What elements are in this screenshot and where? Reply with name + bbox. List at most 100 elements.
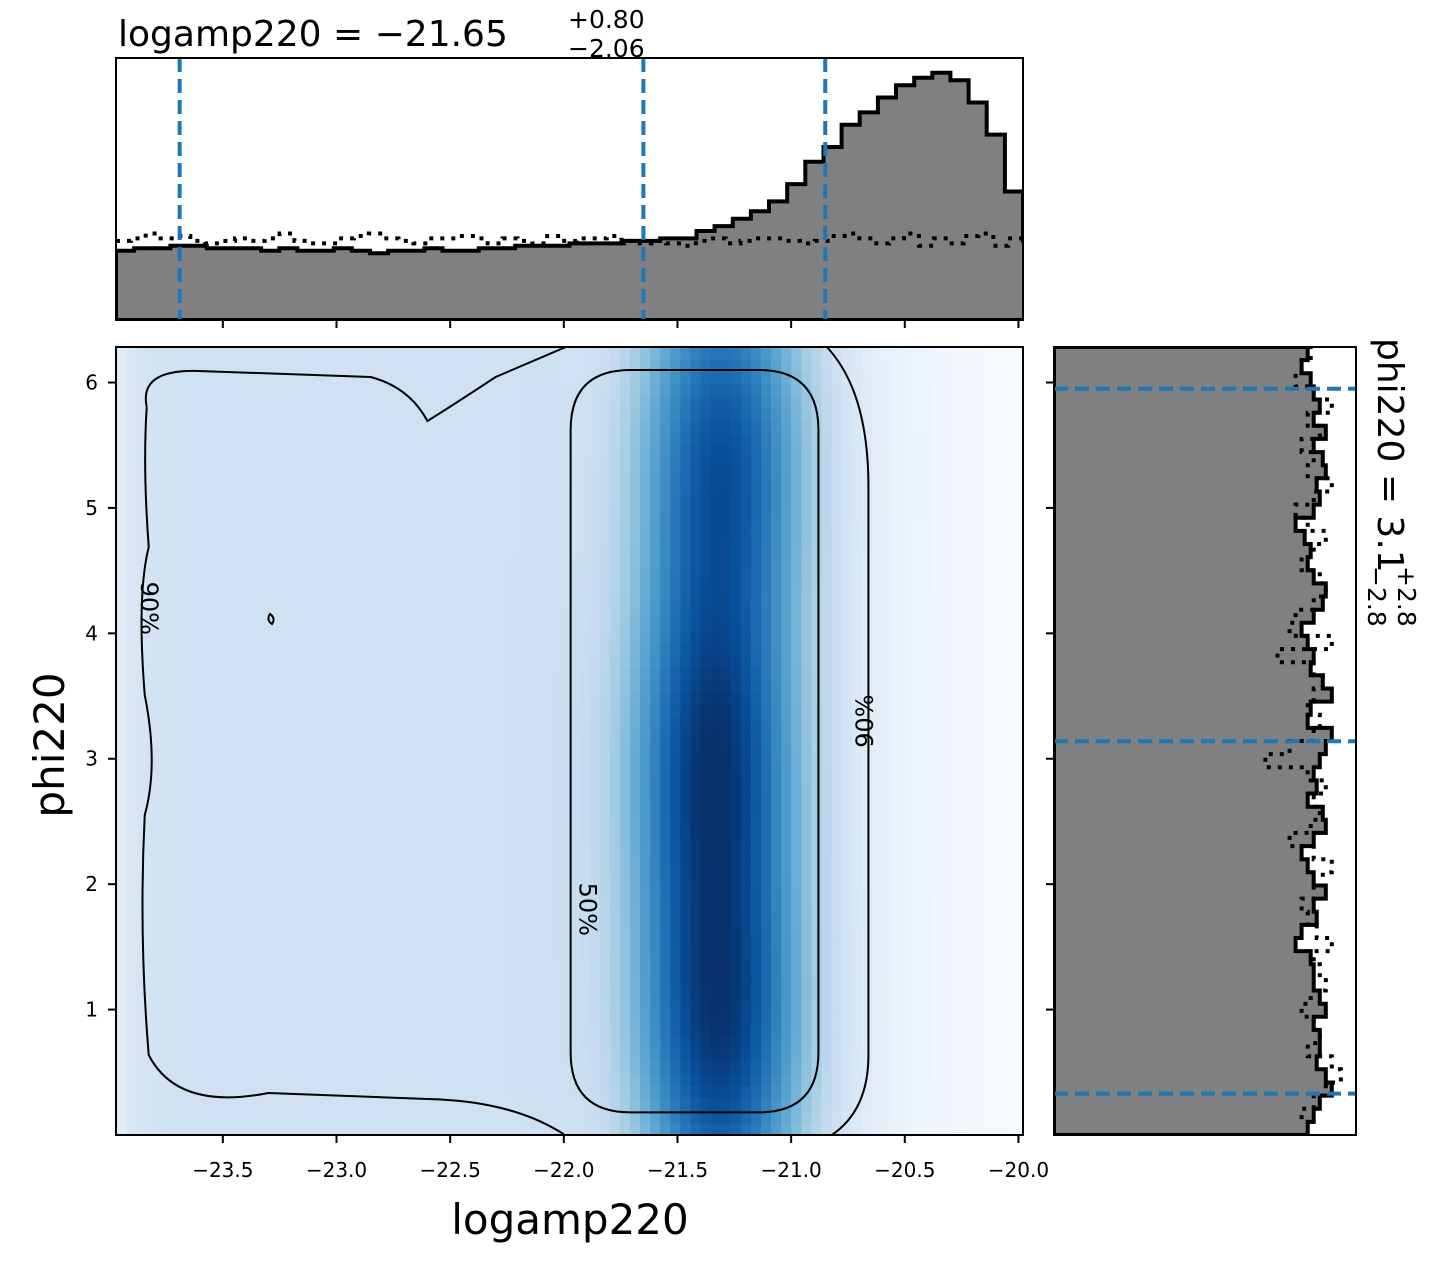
heatmap-cell [277,642,288,656]
heatmap-cell [347,445,359,459]
heatmap-cell [569,544,581,557]
heatmap-cell [398,347,409,360]
heatmap-cell [861,667,873,681]
heatmap-cell [650,802,661,816]
heatmap-cell [287,974,298,988]
heatmap-cell [146,1085,157,1099]
heatmap-cell [891,827,903,841]
heatmap-cell [640,839,651,853]
heatmap-cell [216,420,228,434]
heatmap-cell [126,691,137,705]
heatmap-cell [216,864,228,878]
heatmap-cell [720,839,732,853]
heatmap-cell [619,605,631,619]
heatmap-cell [458,470,470,484]
heatmap-cell [660,667,671,681]
heatmap-cell [186,802,198,816]
heatmap-cell [498,1098,510,1111]
heatmap-cell [196,1085,208,1099]
heatmap-cell [589,679,601,693]
heatmap-cell [186,1073,198,1087]
heatmap-cell [559,987,571,1001]
heatmap-cell [257,1122,268,1135]
heatmap-cell [488,359,500,373]
heatmap-cell [609,950,621,964]
heatmap-cell [690,642,702,656]
heatmap-cell [710,396,722,410]
heatmap-cell [650,876,661,890]
heatmap-cell [831,679,843,693]
heatmap-cell [398,802,409,816]
heatmap-cell [801,359,812,373]
heatmap-cell [156,408,167,422]
heatmap-cell [448,347,460,360]
heatmap-cell [529,420,540,434]
heatmap-cell [529,814,540,828]
heatmap-cell [367,654,379,668]
heatmap-cell [821,888,833,902]
heatmap-cell [247,753,258,767]
heatmap-cell [781,1098,792,1111]
heatmap-cell [226,556,238,570]
heatmap-cell [287,777,298,791]
heatmap-cell [146,1098,157,1111]
heatmap-cell [791,1011,802,1025]
heatmap-cell [216,691,228,705]
heatmap-cell [418,1024,430,1038]
heatmap-cell [206,667,218,681]
heatmap-cell [771,482,782,496]
heatmap-cell [176,851,188,865]
heatmap-cell [478,1011,490,1025]
heatmap-cell [791,1122,802,1135]
heatmap-cell [388,519,399,533]
heatmap-cell [609,593,621,607]
heatmap-cell [428,359,440,373]
heatmap-cell [478,716,490,730]
heatmap-cell [720,1048,732,1062]
heatmap-cell [357,777,369,791]
heatmap-cell [579,1122,591,1135]
heatmap-cell [186,1036,198,1050]
heatmap-cell [750,1036,762,1050]
heatmap-cell [226,704,238,717]
heatmap-cell [206,630,218,644]
heatmap-cell [760,753,772,767]
heatmap-cell [811,864,823,878]
heatmap-cell [781,802,792,816]
heatmap-cell [176,802,188,816]
heatmap-cell [740,765,752,779]
heatmap-cell [257,1073,268,1087]
heatmap-cell [589,470,601,484]
heatmap-cell [529,482,540,496]
heatmap-cell [851,654,863,668]
heatmap-cell [327,396,339,410]
heatmap-cell [438,433,450,447]
heatmap-cell [327,679,339,693]
heatmap-cell [589,519,601,533]
heatmap-cell [176,888,188,902]
heatmap-cell [629,408,641,422]
heatmap-cell [236,827,248,841]
heatmap-cell [690,901,702,914]
heatmap-cell [388,814,399,828]
heatmap-cell [831,1061,843,1075]
heatmap-cell [186,999,198,1013]
heatmap-cell [166,888,178,902]
heatmap-cell [519,1061,530,1075]
heatmap-cell [781,691,792,705]
heatmap-cell [337,519,349,533]
heatmap-cell [640,667,651,681]
heatmap-cell [891,691,903,705]
heatmap-cell [267,999,278,1013]
heatmap-cell [357,457,369,471]
heatmap-cell [730,507,742,520]
heatmap-cell [730,531,742,545]
heatmap-cell [619,851,631,865]
heatmap-cell [337,593,349,607]
heatmap-cell [619,974,631,988]
heatmap-cell [670,901,681,914]
heatmap-cell [891,999,903,1013]
heatmap-cell [629,1073,641,1087]
heatmap-cell [388,851,399,865]
heatmap-cell [398,371,409,385]
